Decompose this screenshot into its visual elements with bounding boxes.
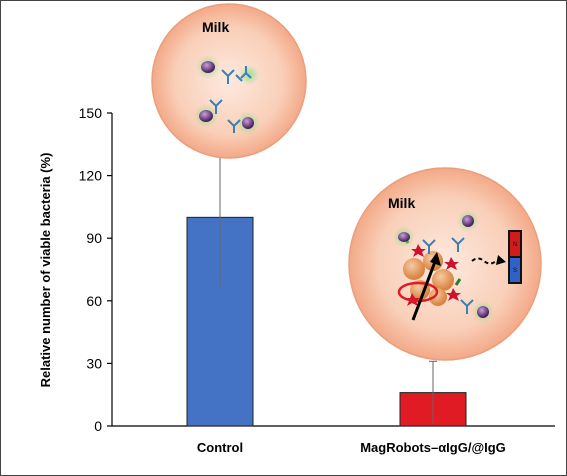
bacterium-icon [457, 210, 479, 232]
bacterium-icon [196, 55, 220, 79]
magrobots-milk-inset: Milk [348, 167, 542, 361]
y-axis-title: Relative number of viable bacteria (%) [38, 153, 53, 388]
magnet-icon: N S [508, 230, 522, 284]
bacterium-icon [236, 111, 260, 135]
bacterium-icon [393, 226, 415, 248]
antibody-icon [422, 237, 474, 314]
magnet-south-label: S [513, 268, 517, 274]
x-category-label: Control [197, 440, 243, 455]
bar [186, 216, 254, 427]
dashed-arrow-icon [471, 255, 506, 265]
igg-star-icons [405, 244, 461, 306]
category-labels: Control MagRobots–αIgG/@IgG [197, 440, 506, 455]
y-tick-label: 60 [86, 293, 102, 309]
error-bar [429, 360, 437, 424]
treated-inset-title: Milk [388, 195, 415, 211]
y-tick-label: 0 [94, 418, 102, 434]
rotation-arrow-icon [397, 252, 441, 321]
bars [186, 147, 467, 427]
bacterium-icon [194, 104, 218, 128]
antibody-icon [209, 66, 252, 133]
y-ticks: 0 30 60 90 120 150 [79, 105, 112, 434]
y-tick-label: 150 [79, 105, 103, 121]
control-milk-inset: Milk [151, 3, 307, 159]
magnet-north-label: N [513, 242, 517, 248]
y-tick-label: 90 [86, 230, 102, 246]
x-category-label: MagRobots–αIgG/@IgG [360, 440, 506, 455]
control-inset-title: Milk [202, 19, 229, 35]
y-tick-label: 30 [86, 355, 102, 371]
y-tick-label: 120 [79, 168, 103, 184]
bacterium-icon [472, 301, 494, 323]
